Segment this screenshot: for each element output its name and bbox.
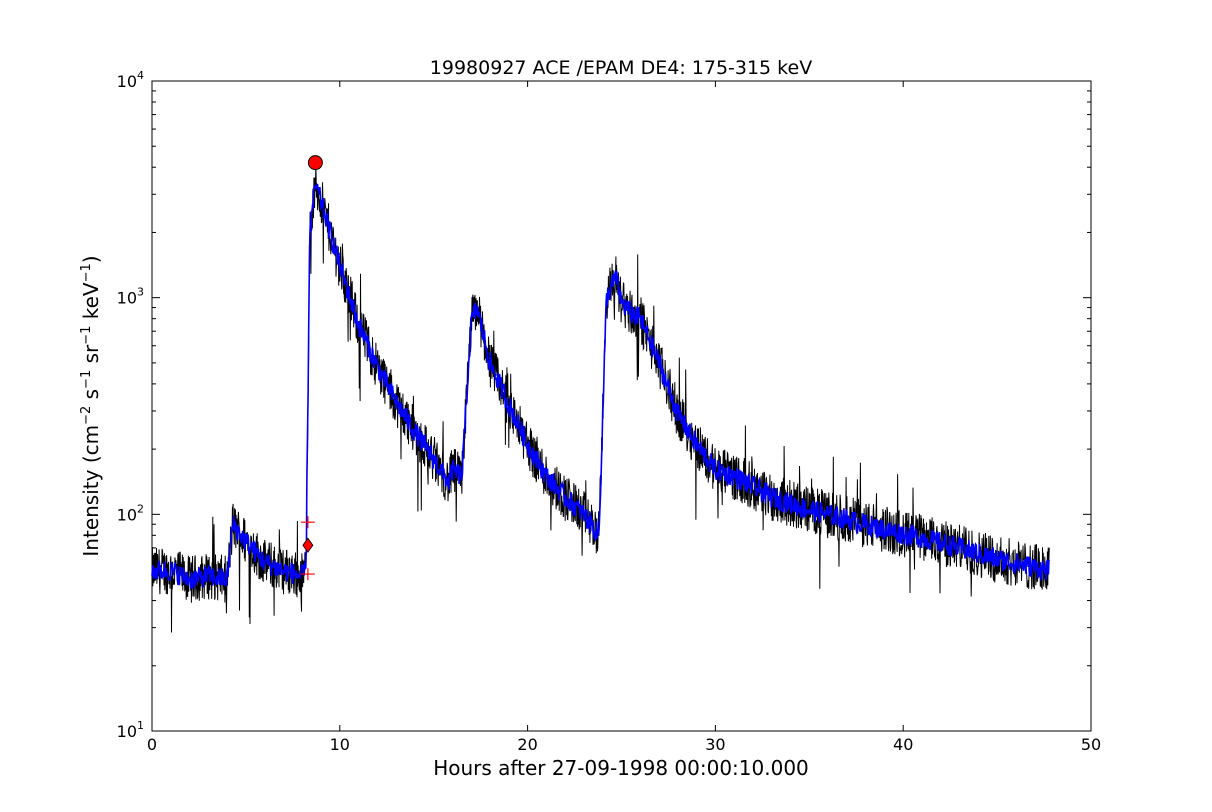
x-axis: 0 10 20 30 40 50: [147, 81, 1101, 754]
y-tick-label: 102: [117, 502, 144, 524]
y-axis: 101 102 103 104: [117, 69, 1091, 741]
x-tick-label: 40: [893, 735, 913, 754]
x-tick-label: 50: [1081, 735, 1101, 754]
x-axis-label: Hours after 27-09-1998 00:00:10.000: [433, 756, 809, 780]
x-tick-label: 20: [517, 735, 537, 754]
series-layer: [151, 163, 1051, 633]
peak-marker: [307, 155, 323, 171]
x-tick-label: 0: [147, 735, 157, 754]
marker-layer: [300, 155, 323, 581]
chart-title: 19980927 ACE /EPAM DE4: 175-315 keV: [430, 57, 812, 79]
plot-frame: [151, 80, 1092, 732]
x-tick-label: 10: [330, 735, 350, 754]
error-plus-marker: [300, 516, 315, 529]
onset-marker: [302, 537, 314, 553]
series-raw-line: [151, 163, 1050, 633]
plot-area: [151, 80, 1092, 732]
series-smoothed-line: [151, 183, 1051, 589]
y-axis-label: Intensity (cm−2 s−1 sr−1 keV−1): [79, 255, 103, 556]
x-tick-label: 30: [705, 735, 725, 754]
error-plus-marker: [300, 568, 315, 581]
y-tick-label: 103: [117, 286, 144, 308]
y-tick-label: 104: [117, 69, 144, 91]
y-tick-label: 101: [117, 719, 144, 741]
